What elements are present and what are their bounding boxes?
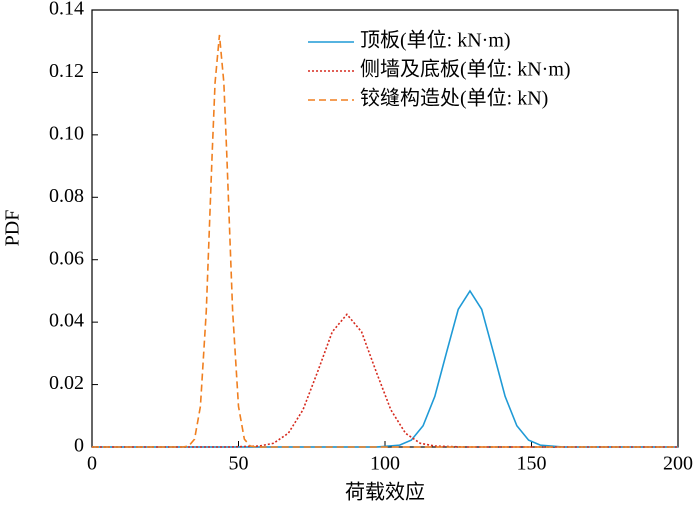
y-tick-label: 0.12 (49, 60, 84, 82)
x-axis-label: 荷载效应 (345, 481, 425, 504)
x-tick-label: 100 (370, 453, 400, 475)
x-tick-label: 0 (87, 453, 97, 475)
y-tick-label: 0 (74, 435, 84, 457)
y-axis-label: PDF (2, 210, 24, 247)
x-tick-label: 150 (517, 453, 547, 475)
y-tick-label: 0.06 (49, 247, 84, 269)
y-tick-label: 0.08 (49, 185, 84, 207)
legend-label: 铰缝构造处(单位: kN) (360, 87, 548, 110)
series-line (92, 289, 678, 448)
y-tick-label: 0.14 (49, 0, 84, 20)
y-tick-label: 0.02 (49, 372, 84, 394)
series-line (92, 313, 678, 448)
legend-label: 侧墙及底板(单位: kN·m) (360, 58, 571, 81)
legend-label: 顶板(单位: kN·m) (360, 29, 511, 52)
series-line (92, 34, 678, 448)
y-tick-label: 0.10 (49, 122, 84, 144)
y-tick-label: 0.04 (49, 310, 84, 332)
x-tick-label: 50 (229, 453, 249, 475)
x-tick-label: 200 (663, 453, 693, 475)
